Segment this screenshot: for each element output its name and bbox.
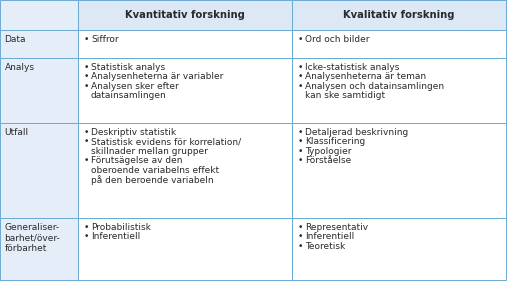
Text: Ord och bilder: Ord och bilder <box>304 35 369 44</box>
Text: •: • <box>84 63 89 72</box>
Text: Förutsägelse av den: Förutsägelse av den <box>91 156 182 165</box>
Text: Typologier: Typologier <box>304 147 351 156</box>
Bar <box>78 58 292 123</box>
Bar <box>78 0 292 30</box>
Text: Statistisk analys: Statistisk analys <box>91 63 165 72</box>
Text: på den beroende variabeln: på den beroende variabeln <box>91 175 213 185</box>
Text: skillnader mellan grupper: skillnader mellan grupper <box>91 147 208 156</box>
Bar <box>292 58 505 123</box>
Text: •: • <box>297 128 303 137</box>
Text: •: • <box>84 223 89 232</box>
Text: •: • <box>84 156 89 165</box>
Text: Teoretisk: Teoretisk <box>304 242 345 251</box>
Text: •: • <box>84 72 89 81</box>
Text: •: • <box>84 128 89 137</box>
Bar <box>0 58 78 123</box>
Text: •: • <box>297 147 303 156</box>
Text: Klassificering: Klassificering <box>304 137 364 146</box>
Bar <box>0 218 78 280</box>
Bar <box>292 123 505 218</box>
Text: •: • <box>297 232 303 241</box>
Text: Utfall: Utfall <box>5 128 29 137</box>
Text: kan ske samtidigt: kan ske samtidigt <box>304 91 384 100</box>
Text: Analysenheterna är variabler: Analysenheterna är variabler <box>91 72 223 81</box>
Text: Förståelse: Förståelse <box>304 156 351 165</box>
Text: •: • <box>297 137 303 146</box>
Text: Inferentiell: Inferentiell <box>304 232 354 241</box>
Text: •: • <box>297 35 303 44</box>
Text: Analysen sker efter: Analysen sker efter <box>91 82 178 91</box>
Text: Inferentiell: Inferentiell <box>91 232 140 241</box>
Text: Generaliser-
barhet/över-
förbarhet: Generaliser- barhet/över- förbarhet <box>5 223 60 253</box>
Bar <box>292 218 505 280</box>
Bar <box>0 30 78 58</box>
Text: Analysenheterna är teman: Analysenheterna är teman <box>304 72 426 81</box>
Text: •: • <box>297 242 303 251</box>
Text: Statistisk evidens för korrelation/: Statistisk evidens för korrelation/ <box>91 137 241 146</box>
Text: oberoende variabelns effekt: oberoende variabelns effekt <box>91 166 219 175</box>
Text: •: • <box>84 232 89 241</box>
Text: Representativ: Representativ <box>304 223 367 232</box>
Text: •: • <box>84 82 89 91</box>
Text: •: • <box>297 223 303 232</box>
Text: Data: Data <box>5 35 26 44</box>
Text: Detaljerad beskrivning: Detaljerad beskrivning <box>304 128 407 137</box>
Text: Probabilistisk: Probabilistisk <box>91 223 151 232</box>
Bar <box>0 123 78 218</box>
Text: •: • <box>297 156 303 165</box>
Bar <box>78 30 292 58</box>
Text: Analysen och datainsamlingen: Analysen och datainsamlingen <box>304 82 443 91</box>
Text: Deskriptiv statistik: Deskriptiv statistik <box>91 128 176 137</box>
Bar <box>0 0 78 30</box>
Text: datainsamlingen: datainsamlingen <box>91 91 166 100</box>
Text: Kvantitativ forskning: Kvantitativ forskning <box>125 10 244 20</box>
Text: Kvalitativ forskning: Kvalitativ forskning <box>343 10 454 20</box>
Text: Siffror: Siffror <box>91 35 119 44</box>
Text: Analys: Analys <box>5 63 35 72</box>
Text: •: • <box>297 82 303 91</box>
Text: •: • <box>84 35 89 44</box>
Text: •: • <box>84 137 89 146</box>
Bar <box>78 123 292 218</box>
Text: •: • <box>297 63 303 72</box>
Bar <box>292 30 505 58</box>
Text: •: • <box>297 72 303 81</box>
Bar <box>292 0 505 30</box>
Text: Icke-statistisk analys: Icke-statistisk analys <box>304 63 399 72</box>
Bar <box>78 218 292 280</box>
